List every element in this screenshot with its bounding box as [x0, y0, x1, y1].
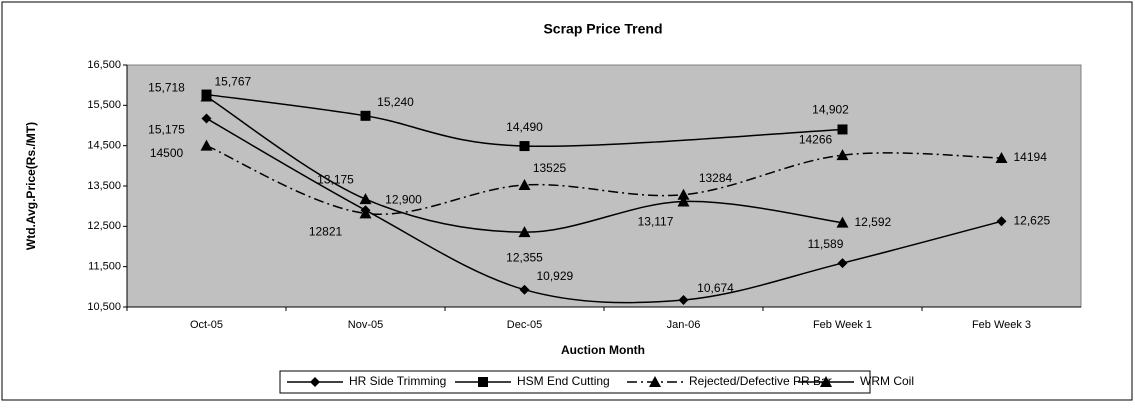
- marker: [518, 226, 531, 238]
- y-tick-label: 12,500: [87, 220, 121, 232]
- y-axis-label: Wtd.Avg.Price(Rs./MT): [24, 122, 38, 250]
- legend-label: HR Side Trimming: [349, 374, 446, 388]
- x-tick-label: Oct-05: [190, 319, 223, 331]
- x-tick-label: Feb Week 3: [972, 319, 1031, 331]
- marker: [649, 376, 661, 387]
- marker: [360, 110, 371, 121]
- x-tick-label: Nov-05: [348, 319, 383, 331]
- marker: [995, 152, 1008, 164]
- data-label: 13525: [533, 161, 567, 175]
- data-label: 13,117: [638, 215, 674, 229]
- series-line: [206, 93, 843, 148]
- y-tick-label: 10,500: [87, 301, 121, 313]
- data-label: 11,589: [808, 237, 844, 251]
- data-label: 10,929: [537, 269, 574, 283]
- series-line: [206, 117, 1002, 304]
- data-label: 15,240: [377, 95, 414, 109]
- data-label: 15,718: [148, 81, 185, 95]
- data-label: 14500: [150, 146, 184, 160]
- data-label: 12,625: [1014, 213, 1051, 227]
- data-label: 10,674: [697, 281, 734, 295]
- marker: [200, 139, 213, 151]
- marker: [677, 195, 690, 207]
- marker: [518, 178, 531, 190]
- y-tick-label: 14,500: [87, 140, 121, 152]
- data-label: 13,175: [317, 172, 354, 186]
- marker: [359, 193, 372, 205]
- data-label: 12,900: [385, 192, 422, 206]
- chart-title: Scrap Price Trend: [543, 21, 662, 37]
- legend-label: WRM Coil: [860, 374, 914, 388]
- marker: [837, 124, 848, 135]
- marker: [820, 376, 832, 387]
- data-label: 13284: [699, 171, 733, 185]
- marker: [201, 113, 212, 124]
- series-line: [206, 144, 1002, 215]
- marker: [837, 258, 848, 269]
- marker: [359, 207, 372, 219]
- data-label: 12,355: [506, 250, 543, 264]
- data-label: 14,902: [812, 103, 849, 117]
- plot-area: [126, 64, 1082, 308]
- data-label: 12821: [309, 225, 343, 239]
- marker: [519, 141, 530, 152]
- y-tick-label: 16,500: [87, 59, 121, 71]
- y-tick-label: 15,500: [87, 99, 121, 111]
- y-tick-label: 13,500: [87, 180, 121, 192]
- data-label: 14,490: [506, 120, 543, 134]
- marker: [677, 188, 690, 200]
- x-tick-label: Feb Week 1: [813, 319, 872, 331]
- x-tick-label: Dec-05: [507, 319, 542, 331]
- data-label: 15,767: [215, 75, 252, 89]
- legend-box: [279, 370, 871, 394]
- marker: [310, 377, 320, 387]
- data-label: 15,175: [148, 123, 185, 137]
- legend-label: Rejected/Defective PR Bar: [689, 374, 832, 388]
- data-label: 14266: [799, 132, 833, 146]
- marker: [996, 216, 1007, 227]
- marker: [678, 294, 689, 305]
- marker: [836, 149, 849, 161]
- marker: [200, 90, 213, 102]
- data-label: 14194: [1014, 150, 1048, 164]
- x-axis-label: Auction Month: [561, 343, 645, 357]
- data-label: 12,592: [855, 215, 892, 229]
- y-tick-label: 11,500: [88, 261, 121, 273]
- marker: [836, 216, 849, 228]
- x-tick-label: Jan-06: [667, 319, 701, 331]
- marker: [519, 284, 530, 295]
- marker: [478, 377, 488, 387]
- legend-label: HSM End Cutting: [517, 374, 610, 388]
